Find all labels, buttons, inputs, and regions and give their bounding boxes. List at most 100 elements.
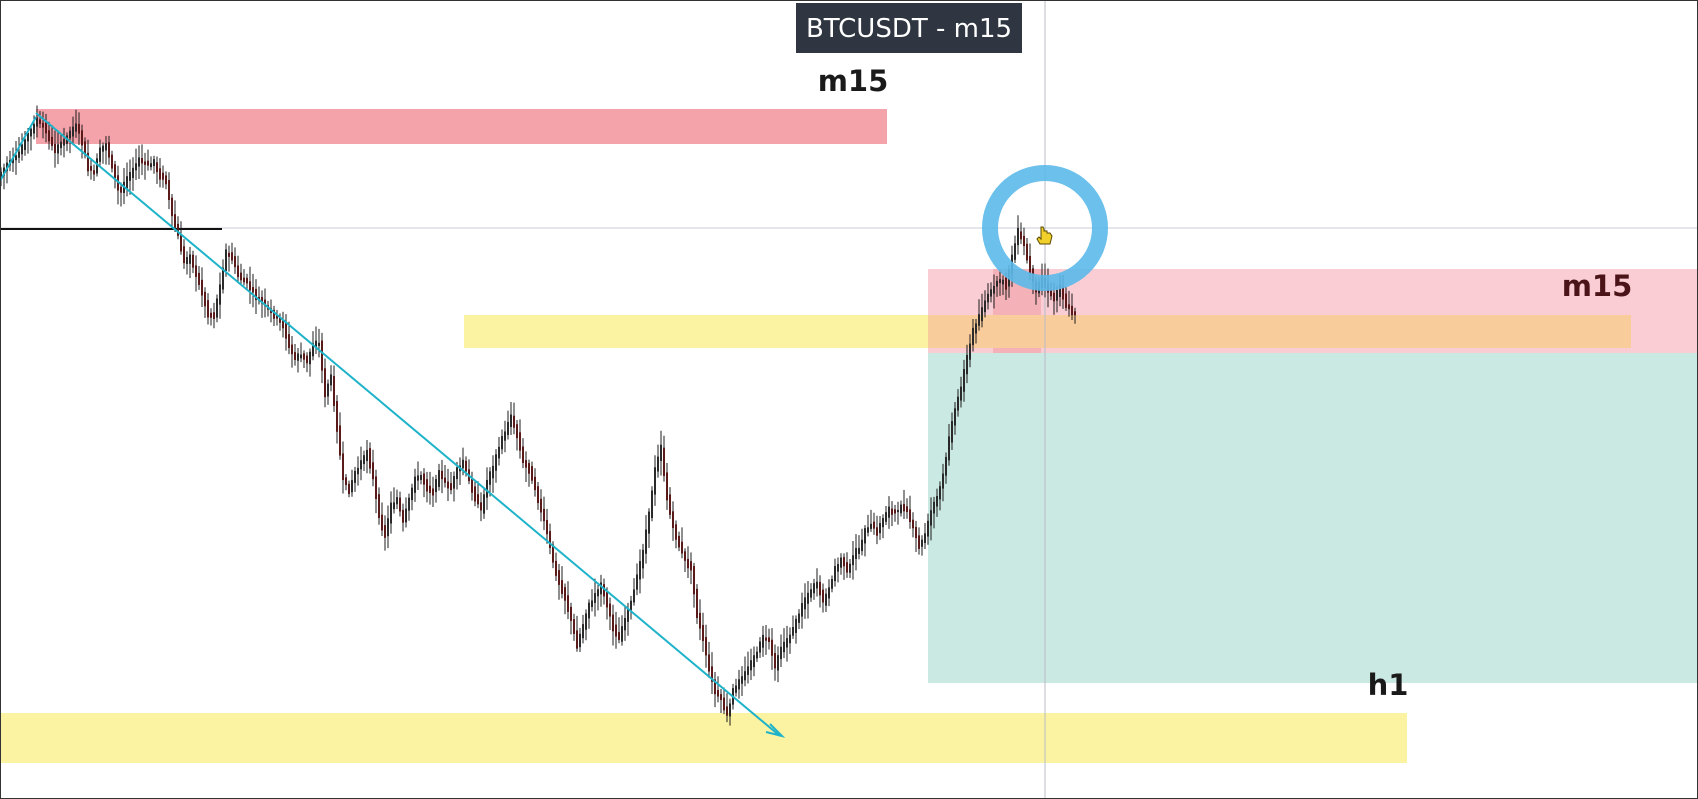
candle-body: [477, 494, 479, 505]
candle-body: [150, 163, 152, 168]
candle-body: [132, 167, 134, 178]
hand-cursor-icon: [1036, 226, 1053, 245]
candle-body: [1002, 279, 1004, 285]
candle-body: [993, 286, 995, 294]
candle-body: [222, 267, 224, 290]
candle-body: [495, 454, 497, 471]
candle-body: [312, 343, 314, 357]
candle-body: [990, 289, 992, 297]
candle-body: [555, 560, 557, 576]
candle-body: [966, 354, 968, 375]
trendline-arrow-head: [765, 723, 786, 738]
candle-body: [963, 369, 965, 392]
candle-body: [849, 563, 851, 573]
candle-body: [522, 446, 524, 464]
zone-label-bottom: h1: [1368, 668, 1409, 702]
candle-body: [357, 467, 359, 475]
candle-body: [366, 449, 368, 462]
candles-group: [0, 105, 1076, 726]
candle-body: [804, 597, 806, 610]
candle-body: [420, 475, 422, 480]
candle-body: [1023, 235, 1025, 247]
candle-body: [645, 529, 647, 554]
candle-body: [15, 155, 17, 161]
candle-body: [879, 523, 881, 534]
candle-body: [27, 132, 29, 142]
candle-body: [318, 342, 320, 347]
candle-body: [399, 497, 401, 512]
candle-body: [978, 314, 980, 326]
candle-body: [177, 223, 179, 236]
candle-body: [390, 502, 392, 524]
candle-body: [747, 666, 749, 675]
candle-body: [198, 272, 200, 285]
candle-body: [549, 531, 551, 548]
candle-body: [486, 479, 488, 498]
candle-body: [792, 627, 794, 636]
candle-body: [579, 633, 581, 648]
candle-body: [930, 510, 932, 526]
candle-body: [255, 288, 257, 301]
candle-body: [441, 470, 443, 480]
candle-body: [1020, 231, 1022, 240]
candle-body: [939, 486, 941, 500]
candle-body: [333, 375, 335, 406]
title-tab: BTCUSDT - m15: [796, 3, 1022, 53]
target-zone: [928, 353, 1698, 683]
candle-body: [1005, 277, 1007, 290]
highlight-circle: [982, 165, 1108, 291]
candle-body: [912, 519, 914, 529]
candle-body: [684, 551, 686, 561]
candle-body: [648, 511, 650, 534]
candle-body: [756, 651, 758, 659]
candle-body: [426, 479, 428, 492]
candle-body: [618, 632, 620, 641]
candle-body: [453, 476, 455, 489]
candle-body: [21, 144, 23, 155]
candle-body: [720, 694, 722, 701]
candle-body: [840, 557, 842, 568]
candle-body: [351, 480, 353, 493]
candle-body: [762, 634, 764, 648]
candle-body: [315, 340, 317, 349]
candle-body: [528, 463, 530, 474]
candle-body: [1074, 311, 1076, 316]
candle-body: [519, 432, 521, 451]
candle-body: [705, 637, 707, 656]
candle-body: [957, 396, 959, 411]
candle-body: [369, 448, 371, 469]
trendline-main[interactable]: [35, 112, 781, 737]
candle-body: [120, 186, 122, 193]
candle-body: [774, 653, 776, 669]
candle-body: [663, 447, 665, 476]
candle-body: [906, 506, 908, 513]
trendline-short[interactable]: [0, 116, 37, 182]
candle-body: [114, 164, 116, 179]
candle-body: [891, 508, 893, 515]
candle-body: [342, 453, 344, 481]
candle-body: [465, 460, 467, 472]
candle-body: [30, 128, 32, 137]
candle-body: [975, 323, 977, 334]
candle-body: [903, 504, 905, 512]
candle-body: [288, 334, 290, 349]
candle-body: [228, 252, 230, 257]
candle-body: [615, 624, 617, 637]
candle-body: [414, 476, 416, 493]
candle-body: [543, 508, 545, 522]
candle-body: [237, 265, 239, 278]
candle-body: [633, 589, 635, 603]
candle-body: [174, 214, 176, 228]
candle-body: [837, 564, 839, 572]
candle-body: [291, 344, 293, 355]
candle-body: [864, 528, 866, 544]
candle-body: [855, 548, 857, 559]
candle-body: [888, 506, 890, 518]
candle-body: [636, 574, 638, 590]
candle-body: [501, 436, 503, 450]
candle-body: [546, 520, 548, 535]
candle-body: [561, 580, 563, 594]
candle-body: [90, 166, 92, 171]
candle-body: [810, 589, 812, 598]
